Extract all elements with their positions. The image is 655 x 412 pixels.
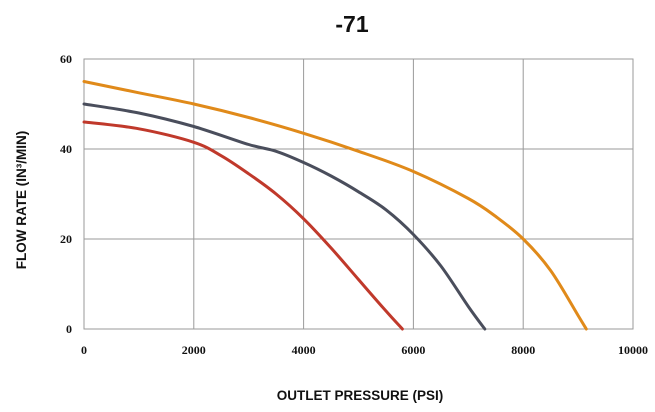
series-layer <box>82 80 588 331</box>
x-tick-labels: 0 2000 4000 6000 8000 10000 <box>81 343 648 357</box>
y-tick-label: 40 <box>60 142 72 156</box>
y-tick-label: 60 <box>60 52 72 66</box>
x-tick-label: 2000 <box>182 343 206 357</box>
y-tick-label: 0 <box>66 322 72 336</box>
x-tick-label: 10000 <box>618 343 648 357</box>
series-line-2 <box>82 102 487 331</box>
grid <box>83 58 634 330</box>
plot-frame <box>83 58 634 330</box>
series-line-1 <box>82 80 588 331</box>
x-tick-label: 6000 <box>401 343 425 357</box>
x-tick-label: 8000 <box>511 343 535 357</box>
y-tick-label: 20 <box>60 232 72 246</box>
series-line-3 <box>82 120 404 331</box>
x-tick-label: 4000 <box>292 343 316 357</box>
y-axis-label: FLOW RATE (IN³/MIN) <box>14 131 29 269</box>
x-axis-label: OUTLET PRESSURE (PSI) <box>277 388 444 403</box>
y-tick-labels: 0 20 40 60 <box>60 52 72 336</box>
chart-title: -71 <box>335 11 368 37</box>
x-tick-label: 0 <box>81 343 87 357</box>
